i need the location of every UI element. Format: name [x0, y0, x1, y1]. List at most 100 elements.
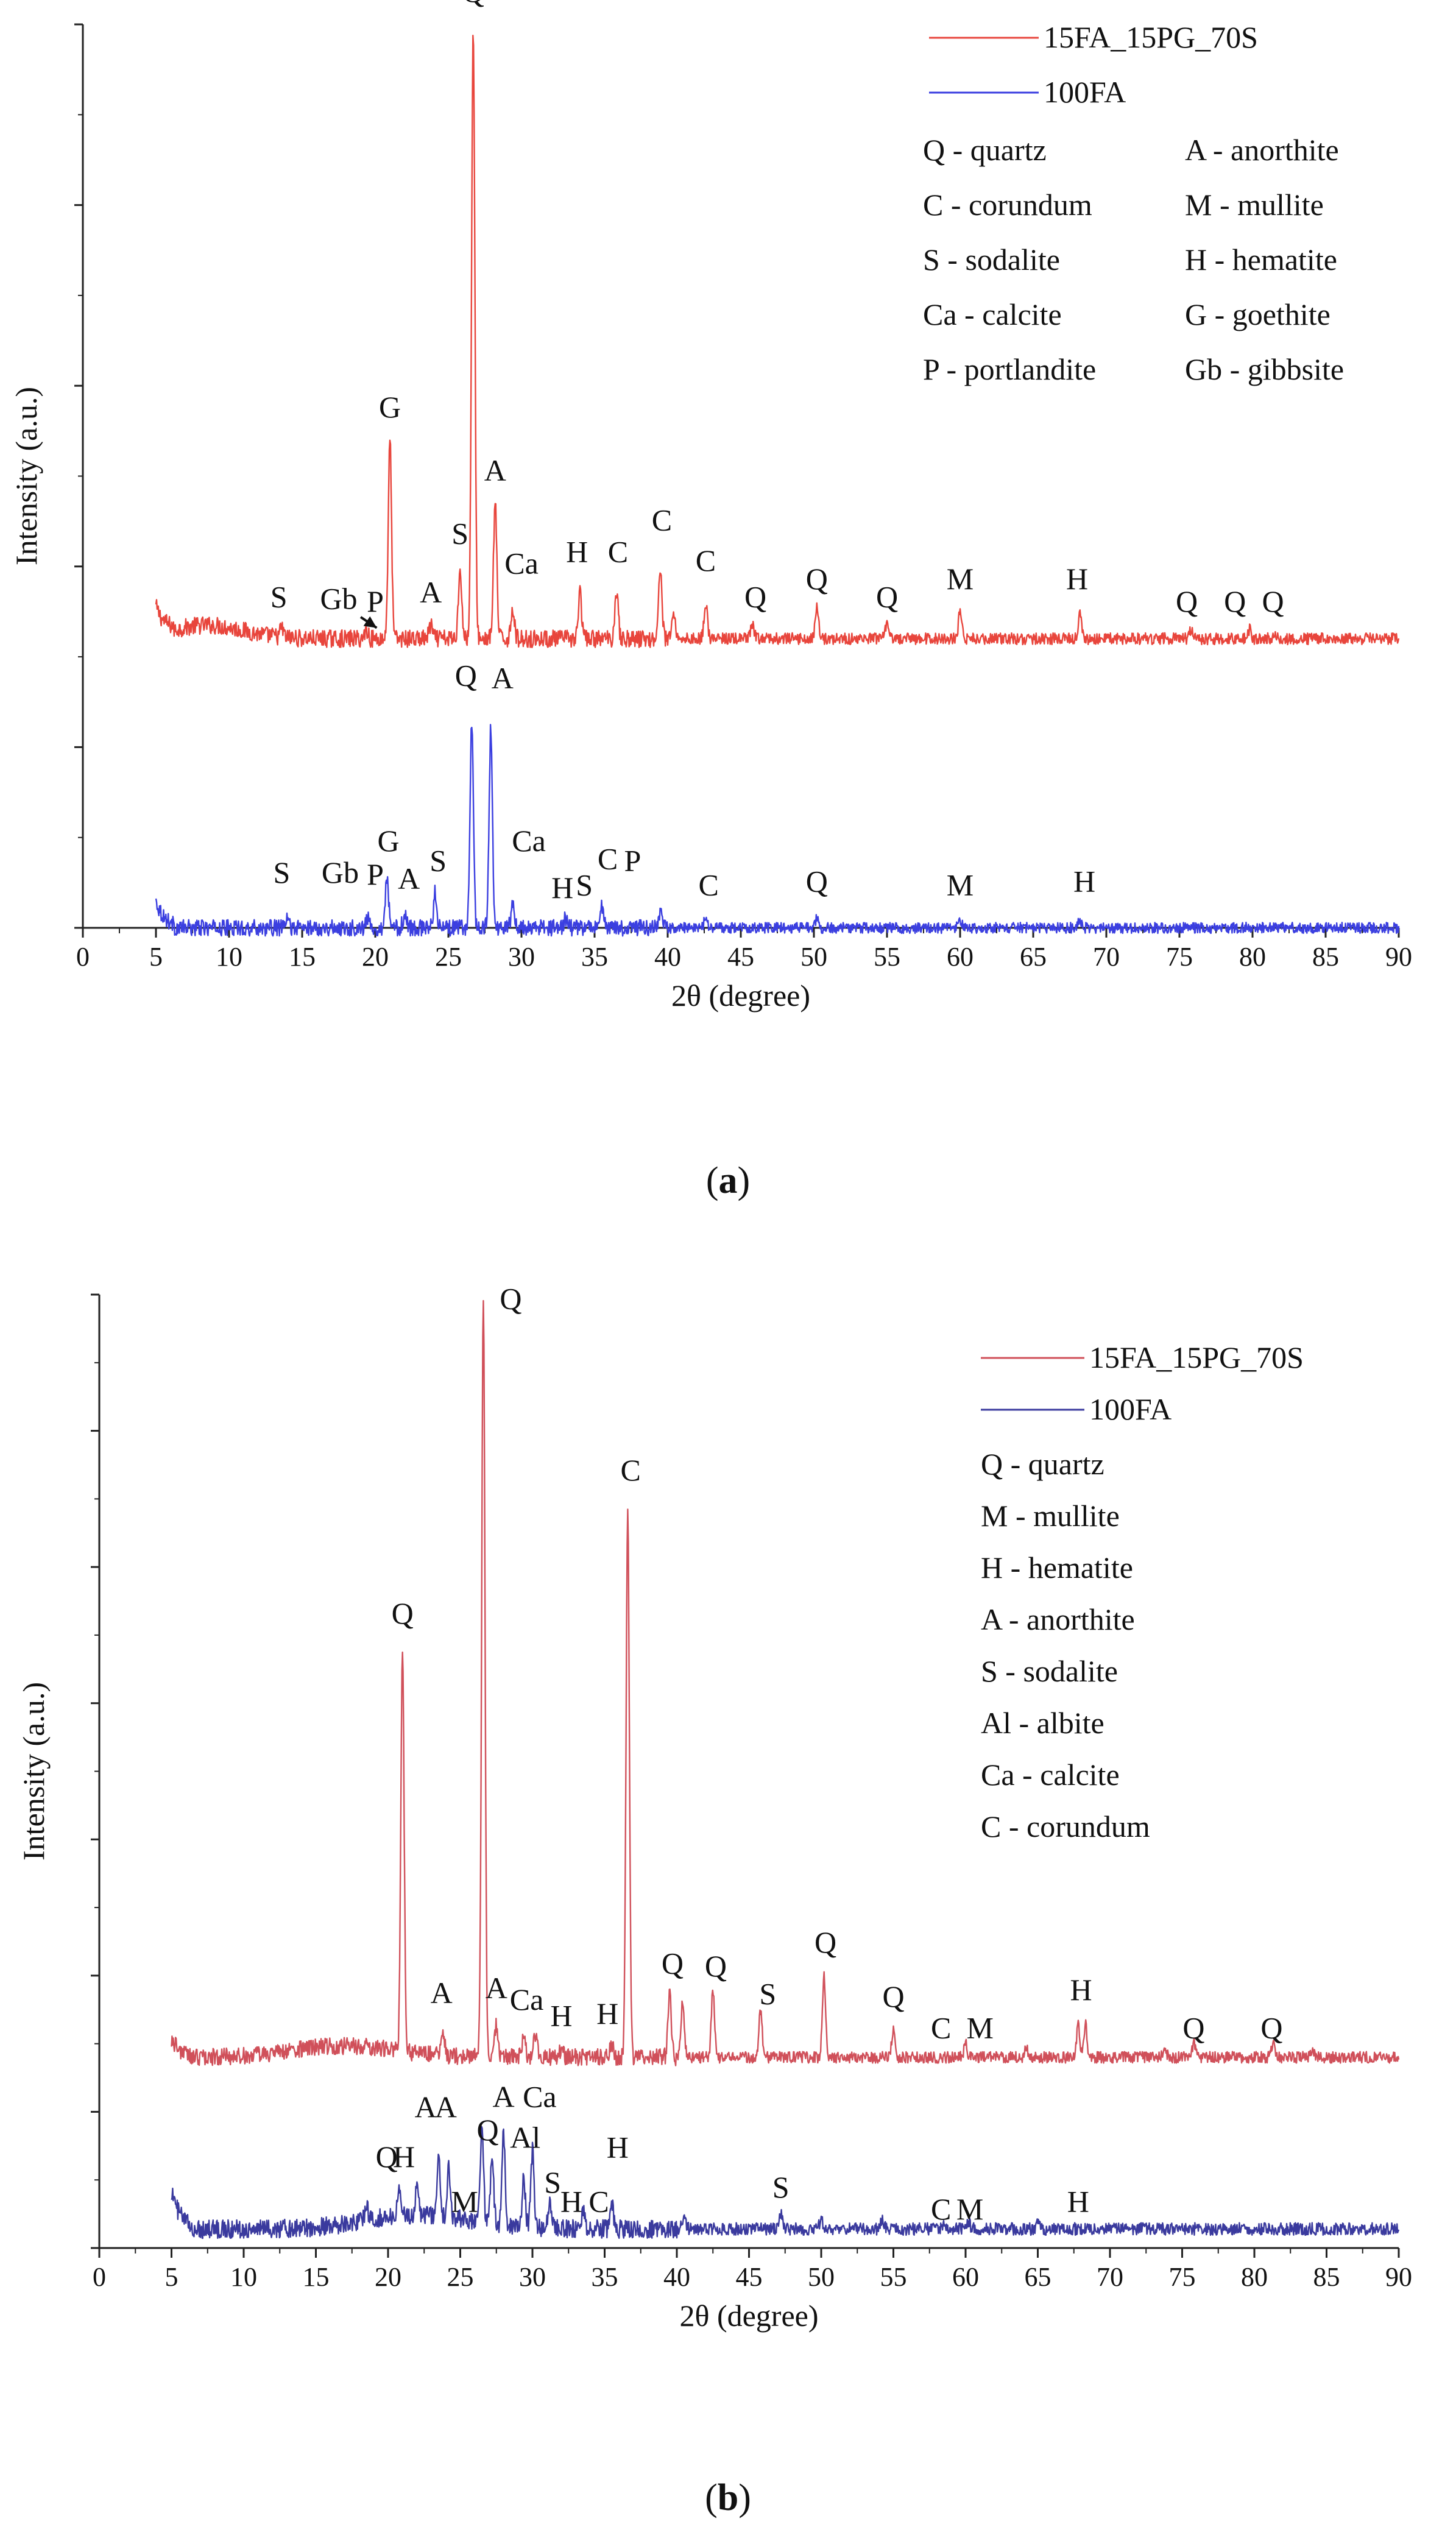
peak-label: Q — [1224, 584, 1246, 618]
x-tick-label: 85 — [1313, 2262, 1340, 2292]
legend-series-label: 15FA_15PG_70S — [1089, 1340, 1304, 1374]
legend-key-entry: P - portlandite — [923, 352, 1096, 386]
x-tick-label: 60 — [952, 2262, 979, 2292]
peak-label: C — [931, 2011, 951, 2045]
legend-series-label: 100FA — [1089, 1392, 1172, 1426]
x-tick-label: 10 — [216, 942, 242, 972]
peak-label: P — [367, 857, 384, 891]
peak-label: S — [273, 855, 290, 889]
x-axis-title: 2θ (degree) — [671, 978, 810, 1013]
legend-key-entry: A - anorthite — [1185, 133, 1339, 167]
x-tick-label: 30 — [508, 942, 535, 972]
peak-label: Ca — [523, 2079, 557, 2113]
legend-key-entry: M - mullite — [981, 1499, 1120, 1533]
peak-label: A — [493, 2079, 515, 2113]
peak-label: H — [1066, 562, 1088, 596]
peak-label: S — [451, 517, 468, 551]
peak-label: C — [620, 1453, 640, 1487]
x-tick-label: 80 — [1239, 942, 1266, 972]
series-line-blend — [171, 1299, 1400, 2066]
series-line-fly-ash — [155, 724, 1400, 937]
peak-label: A — [415, 2090, 437, 2124]
legend-key-entry: S - sodalite — [923, 242, 1060, 277]
x-tick-label: 90 — [1385, 942, 1412, 972]
peak-label: H — [551, 871, 573, 905]
peak-label: Q — [1182, 2011, 1204, 2045]
peak-label: P — [367, 584, 384, 618]
legend-key-entry: Gb - gibbsite — [1185, 352, 1344, 386]
caption-b: (b) — [705, 2477, 751, 2519]
legend-series-label: 15FA_15PG_70S — [1044, 20, 1258, 54]
x-tick-label: 80 — [1241, 2262, 1268, 2292]
panel-b-chart: 0 5 10 15 20 25 30 35 40 45 50 55 60 65 70 75 80 85 90 2θ (… — [16, 1281, 1412, 2333]
peak-label: H — [393, 2140, 415, 2174]
peak-label: S — [576, 868, 593, 902]
peak-label: A — [431, 1976, 453, 2010]
peak-label: C — [588, 2185, 609, 2219]
peak-label: G — [379, 390, 401, 424]
x-tick-label: 75 — [1166, 942, 1193, 972]
x-tick-label: 65 — [1025, 2262, 1051, 2292]
x-tick-label: 15 — [289, 942, 316, 972]
peak-label: Q — [815, 1925, 836, 1959]
peak-label: S — [429, 844, 447, 878]
peak-label: C — [608, 534, 628, 568]
peak-label: H — [1067, 2185, 1089, 2219]
x-tick-label: 25 — [447, 2262, 474, 2292]
x-tick-label: 75 — [1169, 2262, 1196, 2292]
x-tick-label: 40 — [663, 2262, 690, 2292]
caption-a-letter: a — [719, 1160, 738, 1201]
x-tick-label: 10 — [230, 2262, 257, 2292]
x-tick-label: 25 — [435, 942, 462, 972]
x-axis-title: 2θ (degree) — [680, 2299, 819, 2333]
peak-label: Q — [662, 1946, 684, 1980]
peak-label: M — [956, 2192, 983, 2226]
peak-label: Q — [806, 562, 828, 596]
peak-label: A — [398, 861, 420, 896]
peak-label: H — [607, 2130, 629, 2164]
legend-key-entry: Ca - calcite — [981, 1758, 1120, 1792]
peak-label: H — [1073, 864, 1095, 899]
peak-label: Q — [392, 1596, 414, 1630]
x-tick-label: 50 — [808, 2262, 835, 2292]
peak-label: Q — [1262, 584, 1284, 618]
peak-label: H — [1070, 1973, 1092, 2007]
peak-label: S — [759, 1976, 776, 2010]
peak-label: C — [696, 543, 716, 578]
peak-label: Q — [882, 1979, 904, 2013]
peak-label: Q — [806, 864, 828, 899]
peak-label: H — [550, 1998, 572, 2032]
peak-label: Ca — [510, 1982, 544, 2017]
x-tick-label: 85 — [1312, 942, 1339, 972]
caption-a-close: ) — [738, 1160, 751, 1201]
peak-label: A — [420, 575, 442, 609]
x-tick-label: 15 — [303, 2262, 330, 2292]
peak-label: C — [699, 868, 719, 902]
y-axis-title: Intensity (a.u.) — [9, 387, 43, 565]
legend-key-entry: Q - quartz — [981, 1447, 1104, 1481]
legend-key-entry: S - sodalite — [981, 1654, 1118, 1688]
peak-label: C — [598, 842, 618, 876]
x-tick-label: 30 — [519, 2262, 546, 2292]
peak-label: H — [560, 2185, 582, 2219]
peak-label: C — [652, 503, 672, 537]
x-tick-label: 35 — [592, 2262, 618, 2292]
legend-key-entry: C - corundum — [923, 188, 1092, 222]
peak-label: Q — [500, 1281, 521, 1315]
annotation-arrow-head — [363, 616, 377, 628]
panel-a-chart: 0 5 10 15 20 25 30 35 40 45 50 55 60 65 70 75 80 85 90 2θ (… — [9, 0, 1412, 1013]
x-tick-label: 0 — [76, 942, 90, 972]
legend-series-label: 100FA — [1044, 75, 1126, 109]
peak-label: Q — [455, 659, 477, 693]
peak-label: Al — [510, 2121, 540, 2155]
peak-label: A — [484, 453, 506, 487]
x-tick-label: 20 — [362, 942, 389, 972]
peak-label: Q — [476, 2113, 498, 2147]
legend-key-entry: Q - quartz — [923, 133, 1047, 167]
legend-key-entry: H - hematite — [981, 1550, 1133, 1585]
peak-label: Q — [876, 580, 898, 614]
x-tick-label: 40 — [654, 942, 681, 972]
x-tick-label: 45 — [736, 2262, 763, 2292]
peak-label: Q — [1260, 2011, 1282, 2045]
